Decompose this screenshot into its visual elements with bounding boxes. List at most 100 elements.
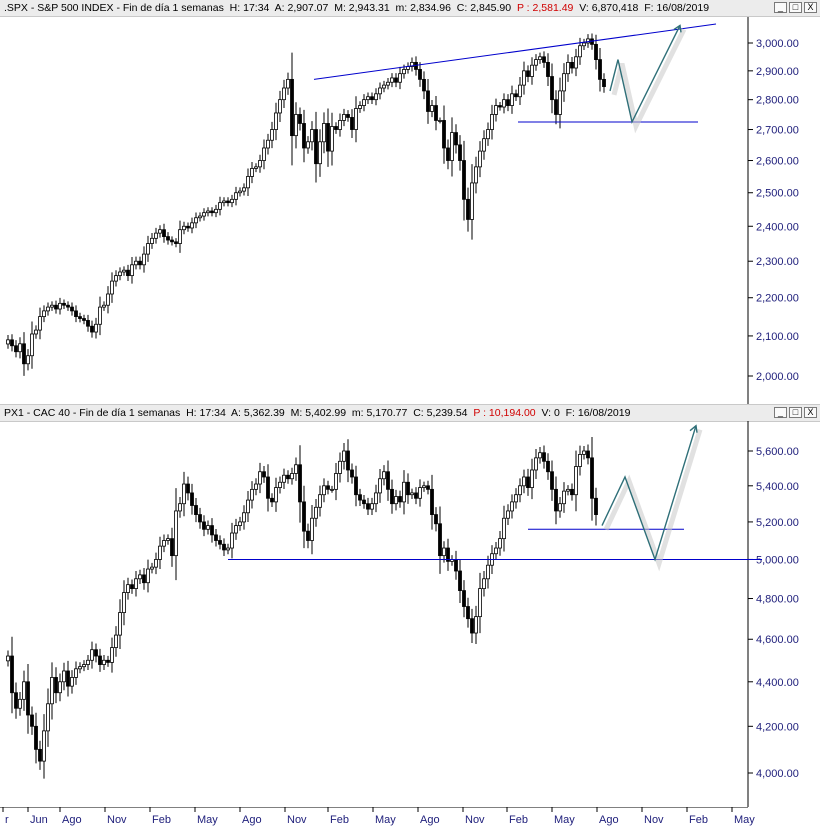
candle-body — [386, 81, 390, 86]
candle-body — [518, 485, 522, 496]
candle-body — [130, 264, 134, 277]
candle-body — [158, 229, 162, 234]
candle-body — [594, 497, 598, 515]
minimize-button-2[interactable]: _ — [774, 407, 787, 418]
candle-body — [102, 304, 106, 308]
panel-1-title: .SPX - S&P 500 INDEX - Fin de día 1 sema… — [4, 2, 710, 14]
candle-body — [378, 87, 382, 95]
y-tick-label: 2,800.00 — [756, 95, 799, 107]
candle-body — [62, 670, 66, 683]
candle-body — [242, 512, 246, 523]
candle-body — [382, 84, 386, 89]
candle-body — [474, 166, 478, 184]
candle-body — [346, 114, 350, 118]
candle-body — [302, 123, 306, 149]
candle-body — [466, 198, 470, 220]
candle-body — [510, 501, 514, 512]
candle-body — [106, 659, 110, 663]
candle-body — [582, 450, 586, 455]
candle-body — [574, 56, 578, 69]
candle-body — [350, 469, 354, 478]
candle-body — [470, 182, 474, 220]
candle-body — [338, 460, 342, 474]
candle-body — [458, 144, 462, 161]
candle-body — [554, 99, 558, 115]
candle-body — [130, 584, 134, 590]
maximize-button[interactable]: □ — [789, 2, 802, 13]
y-tick-label: 5,200.00 — [756, 517, 799, 529]
candle-body — [398, 73, 402, 83]
panel-2-titlebar: PX1 - CAC 40 - Fin de día 1 semanas H: 1… — [0, 404, 820, 422]
y-tick-label: 5,400.00 — [756, 481, 799, 493]
x-tick-label: Ago — [599, 814, 619, 826]
candle-body — [134, 260, 138, 266]
candle-body — [150, 566, 154, 570]
candle-body — [282, 87, 286, 101]
candle-body — [182, 225, 186, 231]
x-tick-label: r — [5, 814, 9, 826]
candle-body — [494, 105, 498, 115]
candle-body — [78, 666, 82, 670]
candle-body — [42, 730, 46, 762]
candle-body — [294, 114, 298, 137]
candle-body — [146, 243, 150, 255]
candle-body — [118, 612, 122, 636]
candle-body — [66, 304, 70, 308]
candle-body — [282, 474, 286, 483]
x-tick-label: Feb — [509, 814, 528, 826]
candle-body — [230, 198, 234, 204]
y-tick-label: 2,500.00 — [756, 188, 799, 200]
candle-body — [514, 93, 518, 98]
candle-body — [262, 471, 266, 478]
x-tick-label: Ago — [242, 814, 262, 826]
candle-body — [514, 494, 518, 503]
candle-body — [262, 147, 266, 161]
candle-body — [178, 229, 182, 244]
candle-body — [194, 505, 198, 515]
candle-body — [518, 84, 522, 98]
close-button[interactable]: X — [804, 2, 817, 13]
y-tick-label: 2,900.00 — [756, 66, 799, 78]
candle-body — [358, 494, 362, 501]
y-tick-label: 3,000.00 — [756, 38, 799, 50]
candle-body — [102, 659, 106, 665]
candle-body — [318, 141, 322, 165]
candle-body — [54, 304, 58, 310]
panel-1-titlebar: .SPX - S&P 500 INDEX - Fin de día 1 sema… — [0, 0, 820, 17]
minimize-button[interactable]: _ — [774, 2, 787, 13]
candle-body — [258, 471, 262, 485]
candle-body — [90, 325, 94, 333]
candle-body — [526, 70, 530, 77]
projection-shadow — [603, 428, 703, 572]
candle-body — [330, 126, 334, 152]
candle-body — [430, 105, 434, 112]
candle-body — [442, 120, 446, 149]
candle-body — [410, 61, 414, 68]
candle-body — [310, 129, 314, 143]
candle-body — [118, 271, 122, 277]
candle-body — [238, 190, 242, 194]
candle-body — [86, 659, 90, 665]
candle-body — [174, 241, 178, 244]
candle-body — [298, 464, 302, 503]
candle-body — [470, 618, 474, 634]
maximize-button-2[interactable]: □ — [789, 407, 802, 418]
close-button-2[interactable]: X — [804, 407, 817, 418]
candle-body — [386, 471, 390, 490]
candle-body — [450, 132, 454, 161]
y-tick-label: 2,200.00 — [756, 293, 799, 305]
candle-body — [182, 483, 186, 505]
candle-body — [430, 488, 434, 515]
candle-body — [246, 176, 250, 189]
candle-body — [18, 343, 22, 353]
candle-body — [406, 481, 410, 496]
candle-body — [226, 200, 230, 204]
candle-body — [38, 316, 42, 331]
y-tick-label: 2,100.00 — [756, 331, 799, 343]
candle-body — [374, 93, 378, 101]
candle-body — [286, 78, 290, 89]
candle-body — [34, 329, 38, 335]
x-tick-label: Jun — [30, 814, 48, 826]
candle-body — [550, 471, 554, 490]
x-tick-label: May — [375, 814, 396, 826]
